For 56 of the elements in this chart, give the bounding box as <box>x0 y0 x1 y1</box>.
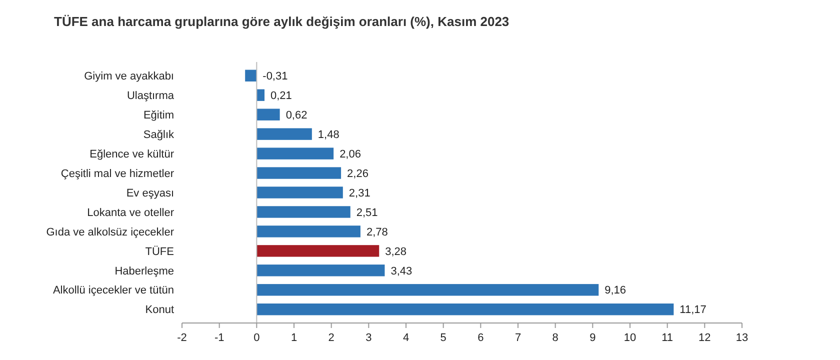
x-tick-label: 11 <box>662 332 674 344</box>
x-tick-label: 4 <box>402 332 410 344</box>
y-tick-label: Eğitim <box>143 109 174 122</box>
bar <box>256 226 360 238</box>
data-label: 2,26 <box>347 168 368 180</box>
x-tick-label: 3 <box>366 332 372 344</box>
y-tick-label: Ev eşyası <box>126 187 174 200</box>
y-tick-label: Giyim ve ayakkabı <box>84 70 174 82</box>
x-tick-label: 13 <box>736 332 748 344</box>
bar <box>256 167 342 179</box>
x-tick-label: 8 <box>552 332 558 344</box>
bar <box>256 128 312 140</box>
data-label: 2,06 <box>340 148 361 160</box>
y-tick-label: Ulaştırma <box>126 90 175 102</box>
bar <box>256 264 385 276</box>
x-tick-label: 12 <box>698 332 711 344</box>
x-tick-label: 6 <box>478 332 484 344</box>
bar <box>256 148 334 160</box>
x-tick-label: 1 <box>290 332 298 344</box>
y-tick-label: Sağlık <box>143 128 174 141</box>
x-tick-label: 0 <box>254 332 260 344</box>
bar <box>256 89 265 101</box>
x-tick-label: -1 <box>214 332 224 344</box>
data-label: 3,28 <box>385 246 407 258</box>
data-label: 0,62 <box>286 109 308 122</box>
data-label: 1,48 <box>318 128 340 141</box>
y-tick-label: Lokanta ve oteller <box>87 206 174 219</box>
data-label: 9,16 <box>604 284 626 297</box>
data-label: 2,51 <box>356 206 378 219</box>
data-label: 3,43 <box>390 265 412 278</box>
x-tick-label: -2 <box>177 332 187 344</box>
y-tick-label: Alkollü içecekler ve tütün <box>52 284 174 297</box>
bar <box>256 108 280 120</box>
y-tick-label: Gıda ve alkolsüz içecekler <box>46 226 174 238</box>
y-tick-label: Çeşitli mal ve hizmetler <box>60 168 174 180</box>
y-tick-label: Haberleşme <box>114 265 174 278</box>
x-tick-label: 7 <box>514 332 522 344</box>
x-tick-label: 2 <box>328 332 334 344</box>
bar <box>256 186 343 198</box>
bar <box>256 284 599 296</box>
data-label: 2,31 <box>348 187 370 200</box>
y-tick-label: Konut <box>145 304 174 316</box>
data-label: 2,78 <box>366 226 388 238</box>
y-tick-label: Eğlence ve kültür <box>90 148 174 160</box>
x-tick-label: 5 <box>440 332 446 344</box>
data-label: 0,21 <box>270 90 292 102</box>
bar <box>256 245 380 257</box>
chart-title: TÜFE ana harcama gruplarına göre aylık değişim oranları (%), Kasım 2023 <box>54 14 510 29</box>
bar <box>256 206 350 218</box>
data-label: 11,17 <box>680 304 706 316</box>
y-tick-label: TÜFE <box>145 244 174 258</box>
data-label: -0,31 <box>262 70 288 82</box>
bar <box>256 304 674 316</box>
bar <box>245 70 257 82</box>
x-tick-label: 10 <box>624 332 636 344</box>
x-tick-label: 9 <box>590 332 596 344</box>
